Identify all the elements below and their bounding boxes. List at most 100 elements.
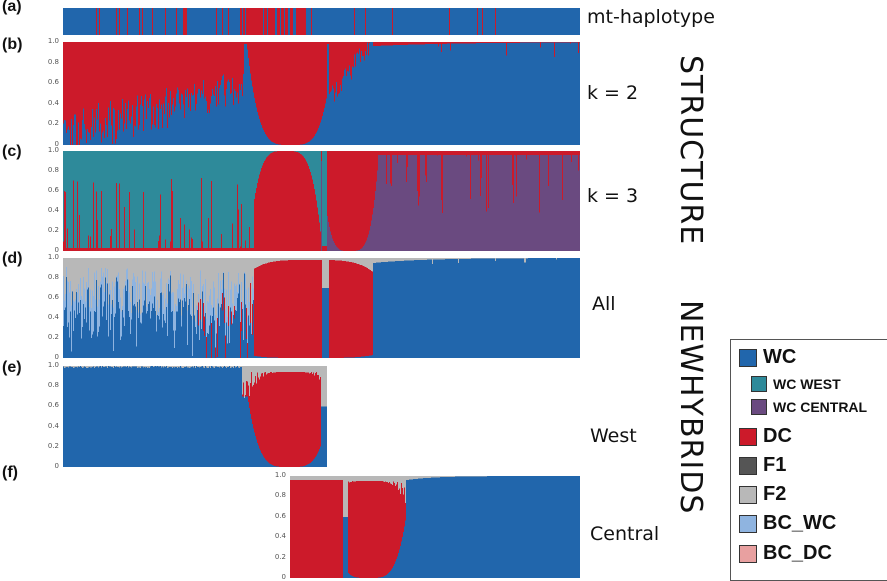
bar-1-wc xyxy=(522,42,524,145)
bar-1-dc xyxy=(192,42,194,96)
bar-1-wc xyxy=(459,43,461,145)
bar-1-dc xyxy=(294,42,296,145)
bar-5-dc xyxy=(316,480,318,578)
bar-2-wc-central xyxy=(578,170,580,251)
bar-3-bc_wc xyxy=(103,272,105,307)
bar-1-wc xyxy=(264,132,266,145)
bar-3-wc xyxy=(351,357,353,358)
bar-5-f2 xyxy=(457,476,459,477)
bar-1-dc xyxy=(397,42,399,46)
bar-2-wc-west xyxy=(231,151,233,248)
bar-3-wc xyxy=(125,285,127,358)
bar-1-wc xyxy=(396,45,398,145)
bar-5-f2 xyxy=(416,476,418,479)
bar-5-wc xyxy=(514,476,516,578)
bar-3-wc xyxy=(457,258,459,358)
bar-3-f2 xyxy=(426,258,428,260)
bar-4-wc xyxy=(140,367,142,467)
bar-5-wc xyxy=(479,476,481,578)
bar-4-f2 xyxy=(109,366,111,367)
bar-3-wc xyxy=(162,327,164,358)
bar-5-dc xyxy=(311,480,313,578)
bar-3-f2 xyxy=(354,258,356,263)
bar-3-wc xyxy=(366,356,368,358)
bar-2-dc xyxy=(210,248,212,251)
bar-1-dc xyxy=(316,42,318,133)
bar-2-dc xyxy=(336,151,338,247)
bar-2-dc xyxy=(164,248,166,251)
bar-2-wc-central xyxy=(405,155,407,251)
bar-3-wc xyxy=(365,356,367,358)
bar-2-dc xyxy=(399,151,401,155)
bar-1-dc xyxy=(529,42,531,43)
bar-3-dc xyxy=(257,266,259,357)
bar-4-f2 xyxy=(253,366,255,386)
bar-5-dc xyxy=(317,480,319,578)
bar-1-dc xyxy=(128,42,130,101)
bar-4-wc xyxy=(228,366,230,467)
bar-1-wc xyxy=(163,103,165,145)
bar-1-dc xyxy=(70,42,72,145)
bar-3-bc_wc xyxy=(201,322,203,329)
bar-1-dc xyxy=(228,42,230,80)
bar-4-wc xyxy=(84,366,86,467)
bar-3-dc xyxy=(293,260,295,358)
bar-1-wc xyxy=(304,143,306,145)
bar-1-wc xyxy=(357,52,359,145)
bar-4-f2 xyxy=(252,366,254,387)
bar-1-wc xyxy=(184,118,186,145)
bar-1-dc xyxy=(516,42,518,43)
bar-3-f2 xyxy=(443,258,445,260)
bar-1-wc xyxy=(441,51,443,145)
bar-1-dc xyxy=(234,42,236,90)
bar-3-dc xyxy=(281,260,283,358)
bar-2-dc xyxy=(437,151,439,156)
bar-4-wc xyxy=(166,366,168,467)
mt-bar-dc xyxy=(299,8,300,35)
bar-4-f2 xyxy=(112,366,114,368)
mt-bar-dc xyxy=(258,8,259,35)
bar-3-wc xyxy=(553,258,555,358)
bar-3-bc_wc xyxy=(107,269,109,284)
bar-4-wc xyxy=(243,396,245,467)
bar-1-dc xyxy=(292,42,294,145)
bar-2-dc xyxy=(135,248,137,251)
bar-5-wc xyxy=(419,478,421,578)
mt-bar-dc xyxy=(283,8,284,35)
bar-2-dc xyxy=(373,151,375,208)
bar-1-wc xyxy=(139,125,141,145)
bar-2-wc-central xyxy=(449,155,451,251)
bar-3-bc_wc xyxy=(221,289,223,304)
bar-1-dc xyxy=(249,42,251,67)
bar-3-f2 xyxy=(125,258,127,281)
bar-5-f2 xyxy=(355,476,357,482)
bar-1-wc xyxy=(320,122,322,145)
bar-1-dc xyxy=(467,42,469,44)
bar-4-wc xyxy=(71,366,73,467)
bar-1-wc xyxy=(334,101,336,145)
bar-2-wc-central xyxy=(532,155,534,251)
bar-5-dc xyxy=(294,480,296,578)
bar-3-bc_wc xyxy=(150,295,152,319)
bar-2-wc-west xyxy=(225,151,227,248)
bar-3-bc_wc xyxy=(214,287,216,321)
bar-1-dc xyxy=(509,42,511,43)
bar-5-f2 xyxy=(343,476,345,517)
bar-4-f2 xyxy=(181,366,183,368)
bar-3-f2 xyxy=(188,258,190,286)
bar-4-dc xyxy=(275,372,277,467)
bar-5-wc xyxy=(542,476,544,578)
bar-1-wc xyxy=(483,43,485,145)
bar-2-wc-central xyxy=(483,155,485,251)
bar-3-wc xyxy=(486,258,488,358)
bar-4-f2 xyxy=(210,366,212,368)
bar-1-wc xyxy=(169,117,171,145)
bar-5-dc xyxy=(405,503,407,521)
bar-5-wc xyxy=(506,476,508,578)
bar-1-dc xyxy=(84,42,86,125)
bar-3-f2 xyxy=(371,258,373,271)
bar-2-wc-central xyxy=(547,155,549,251)
bar-3-dc xyxy=(262,264,264,357)
bar-1-dc xyxy=(494,42,496,44)
bar-1-dc xyxy=(125,42,127,104)
